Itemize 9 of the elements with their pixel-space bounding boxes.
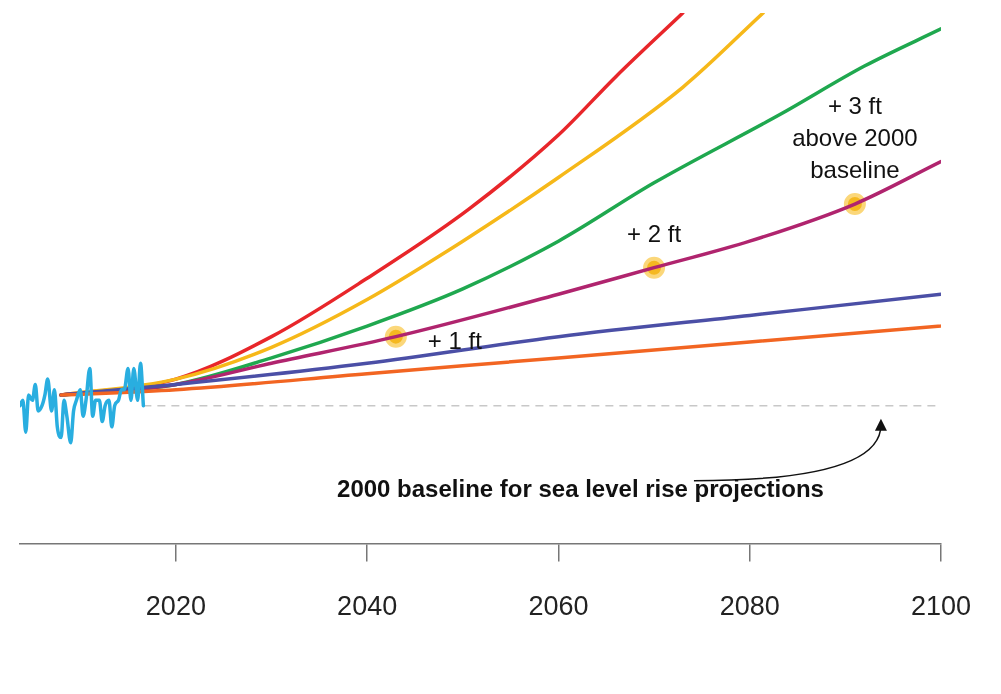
annotation: + 2 ft xyxy=(627,219,682,247)
ref-line-label: 2000 baseline for sea level rise projections xyxy=(337,475,824,503)
x-tick-label: 2080 xyxy=(719,591,780,622)
annotation: + 1 ft xyxy=(427,326,483,354)
x-tick-label: 2060 xyxy=(528,591,589,622)
x-tick-label: 2100 xyxy=(910,591,972,622)
annotation: + 3 ft above 2000 baseline xyxy=(792,92,918,184)
x-tick-label: 2020 xyxy=(145,591,206,622)
x-tick-label: 2040 xyxy=(337,591,398,622)
